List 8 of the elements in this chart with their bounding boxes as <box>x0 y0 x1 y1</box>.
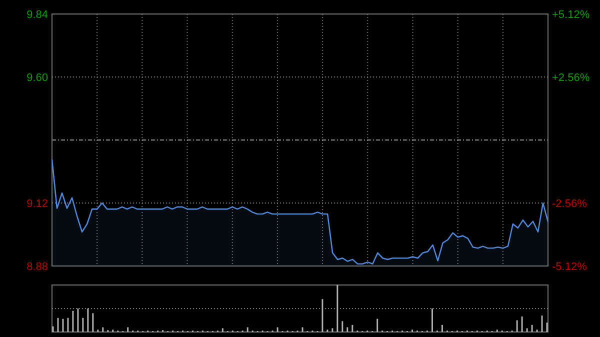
y2-tick-label: -2.56% <box>552 198 588 210</box>
y2-tick-label: +2.56% <box>552 72 590 84</box>
y2-tick-label: +5.12% <box>552 8 590 21</box>
y-tick-label: 9.60 <box>26 72 48 84</box>
y-tick-label: 9.84 <box>26 8 48 21</box>
y-tick-label: 8.88 <box>26 260 48 273</box>
y-tick-label: 9.12 <box>26 198 48 210</box>
y2-tick-label: -5.12% <box>552 260 588 273</box>
